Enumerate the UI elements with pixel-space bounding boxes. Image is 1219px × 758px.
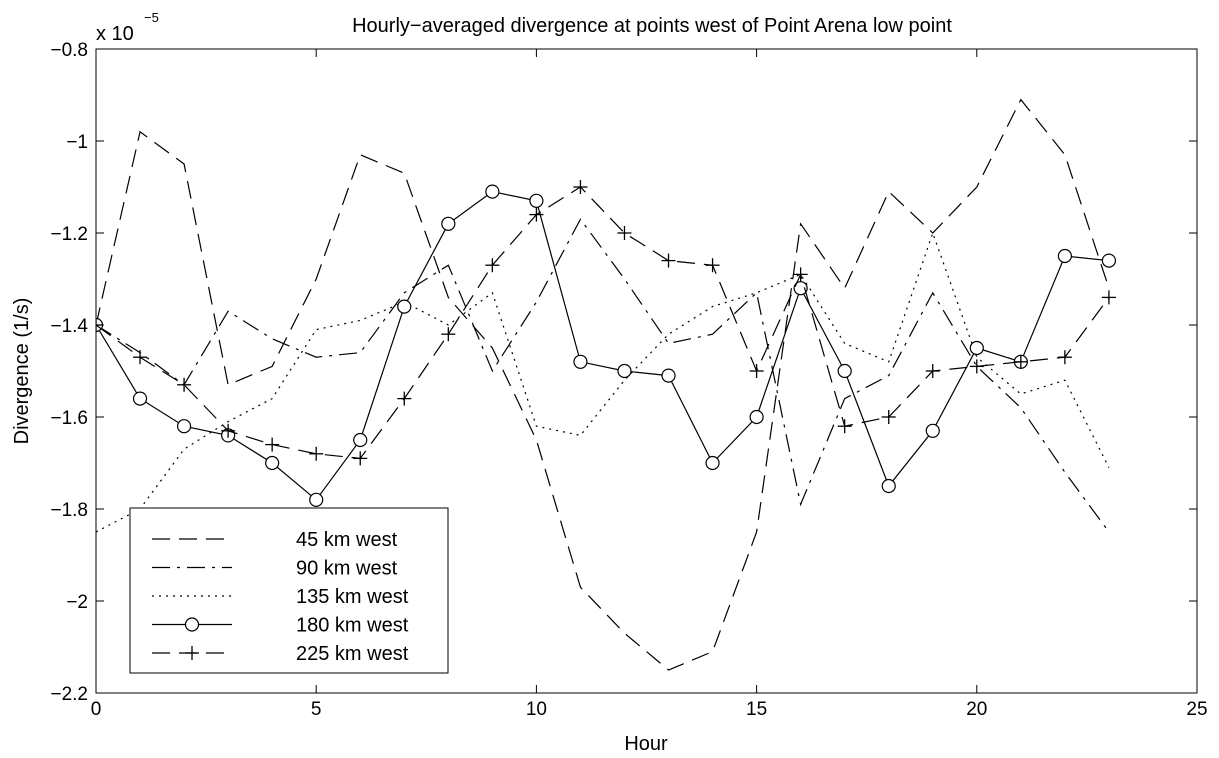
data-point [353, 451, 368, 466]
data-point [881, 478, 896, 494]
y-tick-label: −1.4 [50, 316, 88, 337]
y-multiplier-base: x 10 [96, 23, 134, 45]
series-line [96, 186, 1110, 460]
data-point [749, 364, 764, 378]
x-tick-label: 15 [746, 699, 767, 720]
series-4 [96, 184, 1117, 507]
data-point [573, 354, 588, 369]
data-point [837, 363, 852, 379]
series-line [96, 218, 1110, 533]
data-point [529, 207, 544, 222]
data-point [661, 253, 676, 268]
data-point [969, 359, 984, 374]
legend-marker [185, 646, 199, 660]
series-layer [96, 98, 1117, 671]
data-point [925, 364, 940, 378]
series-1 [96, 98, 1110, 671]
y-multiplier-exponent: −5 [144, 10, 159, 25]
data-point [969, 340, 984, 356]
data-point [617, 226, 632, 240]
x-axis: 0 5 10 15 20 25 [91, 49, 1208, 720]
legend-entry: 180 km west [152, 615, 409, 637]
legend-label: 90 km west [296, 558, 398, 580]
legend-entry: 45 km west [152, 529, 398, 551]
x-tick-label: 10 [526, 699, 547, 720]
data-point [705, 455, 720, 471]
data-point [265, 437, 280, 452]
data-point [221, 423, 236, 438]
data-point [1013, 354, 1028, 369]
data-point [441, 216, 456, 231]
x-tick-label: 5 [311, 699, 322, 720]
y-tick-label: −1.2 [50, 224, 88, 245]
legend-box [129, 507, 449, 674]
data-point [397, 391, 412, 406]
legend-entry: 90 km west [152, 558, 398, 580]
data-point [133, 350, 148, 365]
data-point [573, 180, 588, 194]
legend-label: 45 km west [296, 529, 398, 551]
data-point [881, 410, 896, 424]
y-tick-label: −0.8 [50, 40, 88, 61]
data-point [96, 318, 103, 332]
legend-label: 225 km west [296, 643, 409, 665]
data-point [661, 368, 676, 383]
x-tick-label: 25 [1186, 699, 1207, 720]
y-tick-label: −2.2 [50, 684, 88, 705]
legend-entry: 225 km west [152, 643, 409, 665]
legend-label: 180 km west [296, 615, 409, 637]
legend-entries: 45 km west 90 km west 135 km west 180 km we… [152, 529, 409, 665]
y-axis: −2.2 −2 −1.8 −1.6 −1.4 −1.2 −1 −0.8 [50, 40, 1197, 705]
y-tick-label: −1.6 [50, 408, 88, 429]
data-point [132, 391, 148, 406]
series-5 [96, 180, 1116, 466]
data-point [309, 492, 324, 507]
legend-label: 135 km west [296, 586, 409, 608]
data-point [1057, 248, 1072, 264]
y-axis-label: Divergence (1/s) [11, 298, 33, 445]
data-point [705, 258, 720, 273]
series-2 [96, 218, 1110, 533]
data-point [485, 258, 500, 273]
x-axis-label: Hour [624, 733, 668, 755]
y-tick-label: −2 [66, 592, 88, 613]
data-point [749, 409, 764, 425]
data-point [176, 419, 192, 434]
data-point [309, 446, 324, 461]
data-point [485, 184, 500, 199]
data-point [837, 419, 852, 434]
chart-title: Hourly−averaged divergence at points wes… [352, 15, 952, 37]
data-point [1057, 350, 1072, 365]
series-line [96, 98, 1110, 671]
data-point [265, 455, 280, 471]
data-point [925, 423, 940, 438]
data-point [397, 299, 412, 314]
data-point [177, 377, 192, 392]
x-tick-label: 20 [966, 699, 987, 720]
series-line [96, 190, 1109, 501]
data-point [1101, 253, 1117, 268]
legend-marker [184, 617, 200, 632]
data-point [353, 432, 368, 448]
data-point [441, 327, 456, 342]
data-point [1101, 290, 1116, 305]
plot-area [95, 48, 1198, 694]
data-point [793, 281, 808, 296]
y-tick-label: −1.8 [50, 500, 88, 521]
series-3 [96, 231, 1110, 533]
data-point [529, 193, 544, 208]
series-line [96, 231, 1110, 533]
x-tick-label: 0 [91, 699, 102, 720]
legend-entry: 135 km west [152, 586, 409, 608]
data-point [617, 363, 632, 379]
legend: 45 km west 90 km west 135 km west 180 km we… [129, 507, 449, 674]
y-tick-label: −1 [66, 132, 88, 153]
data-point [793, 267, 808, 282]
